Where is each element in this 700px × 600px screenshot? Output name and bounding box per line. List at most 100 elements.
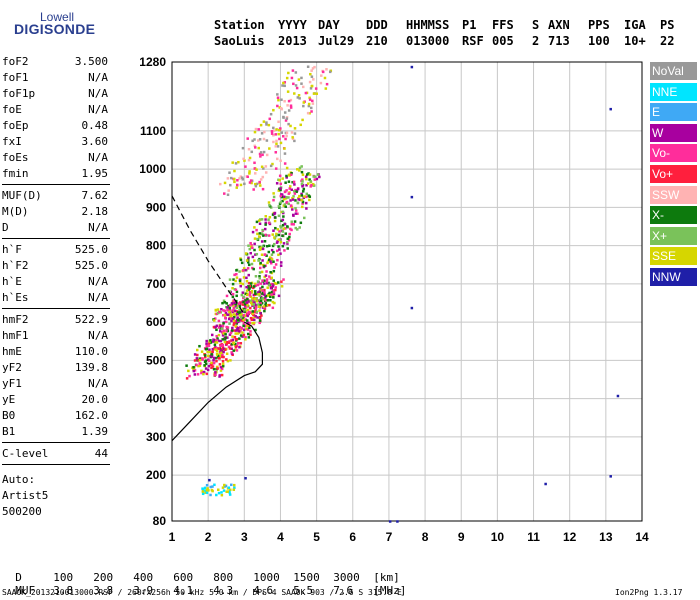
echo-point (255, 252, 259, 256)
echo-point (288, 232, 291, 236)
echo-point (187, 369, 190, 373)
echo-point (263, 130, 266, 134)
distance-row: D 100 200 400 600 800 1000 1500 3000 [km] (2, 558, 400, 584)
echo-point (234, 288, 238, 292)
echo-point (249, 301, 253, 305)
distance-value: 400 (133, 571, 154, 584)
echo-point (206, 368, 210, 372)
echo-point (248, 294, 252, 297)
echo-point (277, 129, 281, 132)
echo-point (231, 161, 234, 164)
echo-point (283, 195, 286, 199)
echo-point (254, 314, 257, 318)
echo-point (270, 253, 274, 256)
echo-point (232, 349, 236, 352)
y-tick-label: 500 (146, 353, 166, 367)
echo-point (283, 249, 286, 252)
echo-point (234, 321, 237, 324)
echo-point (313, 184, 316, 187)
echo-point (263, 279, 266, 282)
echo-point (260, 302, 264, 305)
echo-point (297, 78, 301, 81)
echo-point (233, 177, 236, 181)
echo-point (249, 316, 253, 320)
distance-value: 3000 (333, 571, 360, 584)
echo-point (305, 207, 308, 210)
echo-point (248, 325, 251, 328)
x-tick-label: 12 (563, 530, 577, 544)
echo-point (205, 483, 209, 487)
echo-point (267, 201, 271, 204)
echo-point (248, 247, 252, 251)
echo-point (253, 130, 257, 134)
param-h`Es: h`Es N/A (2, 291, 108, 307)
echo-point (204, 367, 208, 370)
echo-point (248, 172, 251, 175)
echo-point (308, 96, 311, 100)
echo-point (272, 133, 275, 137)
param-yF1: yF1 N/A (2, 377, 108, 393)
echo-point (275, 128, 278, 131)
legend-x: X+ (650, 226, 697, 245)
legend-sse: SSE (650, 247, 697, 266)
muf-value: 4.6 (253, 584, 274, 597)
echo-point (242, 313, 245, 317)
echo-point (246, 304, 249, 307)
echo-point (279, 264, 283, 267)
echo-point (247, 310, 251, 314)
legend-x: X- (650, 206, 697, 225)
echo-point (288, 187, 291, 190)
echo-point (234, 305, 238, 308)
param-key: fmin (2, 167, 29, 180)
echo-point (209, 493, 212, 497)
echo-point (227, 189, 230, 192)
echo-point (252, 313, 255, 317)
echo-point (201, 490, 205, 493)
echo-point (254, 275, 258, 278)
echo-point (236, 316, 239, 319)
echo-point (263, 240, 267, 243)
echo-point (267, 281, 270, 285)
echo-point (222, 322, 225, 325)
echo-point (283, 111, 287, 114)
echo-point (221, 362, 225, 366)
echo-point (226, 336, 229, 339)
echo-point (231, 309, 234, 312)
echo-point (235, 183, 239, 187)
echo-point (226, 306, 229, 309)
echo-point (259, 287, 262, 290)
legend-nnw: NNW (650, 268, 697, 286)
echo-point (230, 483, 233, 487)
echo-point (229, 359, 232, 362)
echo-point (292, 82, 295, 86)
echo-point (285, 240, 289, 244)
echo-point (277, 238, 281, 241)
param-value: 522.9 (74, 313, 108, 326)
echo-point (233, 316, 236, 319)
echo-point (271, 162, 274, 166)
echo-point (299, 221, 303, 225)
echo-point (277, 178, 280, 182)
echo-point (287, 202, 290, 206)
isolated-echo (410, 195, 414, 199)
param-key: h`F2 (2, 259, 29, 272)
distance-value: 600 (173, 571, 194, 584)
echo-point (236, 311, 240, 314)
echo-point (265, 123, 268, 126)
echo-point (217, 488, 220, 492)
echo-point (278, 137, 281, 141)
echo-point (279, 187, 282, 190)
echo-point (207, 342, 211, 345)
echo-point (210, 353, 213, 356)
logo-digisonde: DIGISONDE (14, 21, 96, 37)
echo-point (230, 347, 233, 351)
echo-point (232, 278, 235, 281)
echo-point (251, 321, 254, 325)
echo-point (234, 345, 238, 348)
param-foEs: foEs N/A (2, 151, 108, 167)
param-divider (2, 184, 110, 185)
x-tick-label: 8 (422, 530, 429, 544)
echo-point (293, 139, 296, 143)
echo-point (300, 76, 303, 80)
param-key: foE (2, 103, 22, 116)
